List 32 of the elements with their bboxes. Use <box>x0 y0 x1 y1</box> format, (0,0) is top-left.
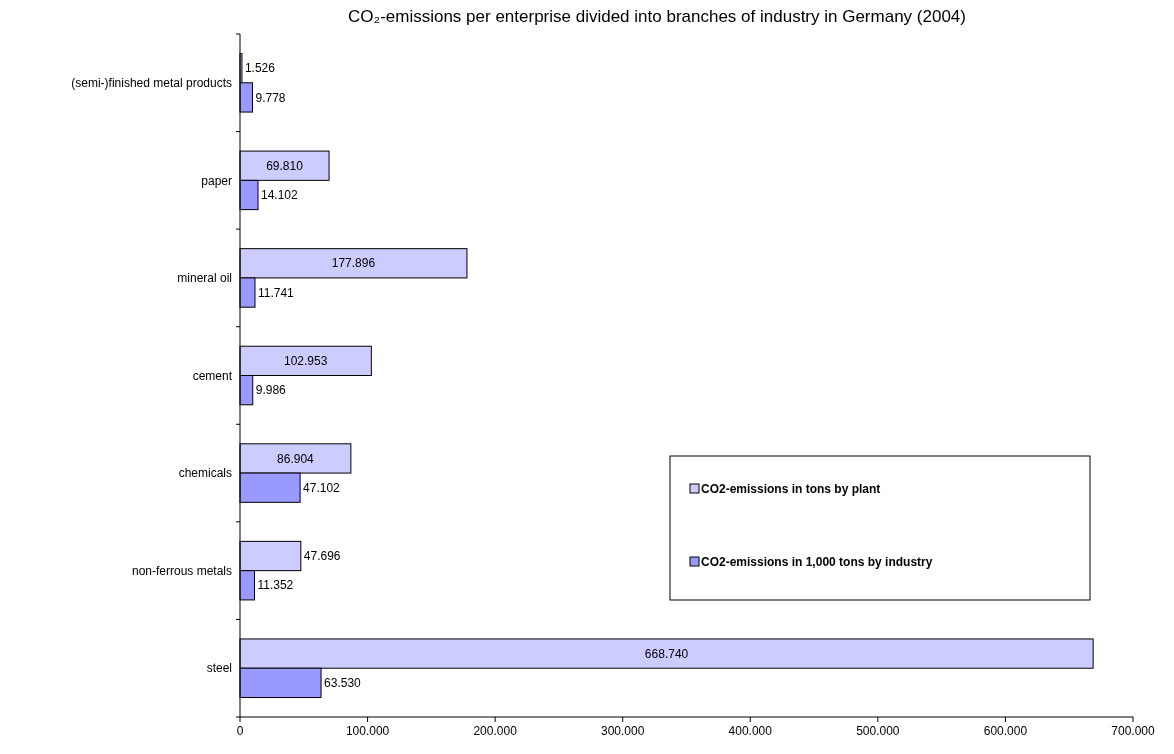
data-label: 69.810 <box>266 158 304 173</box>
data-label: 102.953 <box>283 354 328 369</box>
x-tick-label: 300.000 <box>601 724 645 738</box>
data-label: 47.696 <box>303 549 341 564</box>
y-tick-label: mineral oil <box>177 271 232 286</box>
legend-label: CO2-emissions in tons by plant <box>701 482 881 497</box>
x-tick-label: 400.000 <box>728 724 773 738</box>
legend-label: CO2-emissions in 1,000 tons by industry <box>701 555 933 570</box>
chart-title: CO₂-emissions per enterprise divided into branches of industry in Germany (2004) <box>348 7 966 26</box>
data-label: 47.102 <box>303 480 341 495</box>
y-tick-label: (semi-)finished metal products <box>71 75 232 90</box>
y-tick-label: non-ferrous metals <box>131 563 232 578</box>
data-label: 86.904 <box>277 451 315 466</box>
data-label: 63.530 <box>324 676 362 691</box>
x-tick-label: 0 <box>236 724 244 738</box>
data-label: 11.741 <box>257 285 295 300</box>
y-tick-label: cement <box>192 368 233 383</box>
y-tick-label: paper <box>201 173 232 188</box>
data-label: 9.986 <box>255 383 287 398</box>
data-label: 14.102 <box>260 188 299 203</box>
data-label: 1.526 <box>244 61 276 76</box>
data-label: 668.740 <box>644 646 689 661</box>
x-tick-label: 200.000 <box>473 724 518 738</box>
data-label: 11.352 <box>257 578 294 593</box>
y-tick-label: steel <box>206 661 232 676</box>
x-tick-label: 600.000 <box>983 724 1028 738</box>
x-tick-label: 500.000 <box>856 724 900 738</box>
data-label: 9.778 <box>255 90 286 105</box>
data-label: 177.896 <box>331 256 376 271</box>
y-tick-label: chemicals <box>178 466 232 481</box>
x-tick-label: 700.000 <box>1111 724 1156 738</box>
x-tick-label: 100.000 <box>345 724 390 738</box>
